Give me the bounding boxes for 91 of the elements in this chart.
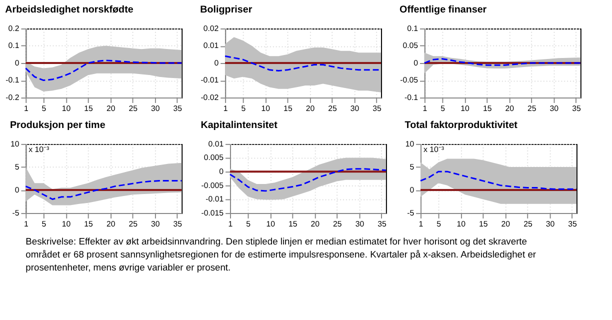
x-tick-label: 25 [328,104,338,113]
x-tick-label: 10 [266,219,276,228]
x-tick-label: 25 [128,104,138,113]
chart-title: Arbeidsledighet norskfødte [5,4,134,16]
x-tick-label: 20 [106,219,116,228]
x-tick-label: 35 [378,219,387,228]
y-tick-label: 0.05 [402,41,419,50]
x-tick-label: 1 [223,104,228,113]
y-tick-label: -0.05 [400,76,419,85]
x-tick-label: 35 [568,219,578,228]
chart-title: Produksjon per time [10,120,106,132]
x-tick-label: 5 [440,104,446,113]
y-tick-label: 0.1 [8,41,20,50]
y-tick-label: 0.01 [203,41,219,50]
y-tick-label: -0.1 [6,76,20,85]
x-tick-label: 20 [106,104,116,113]
x-tick-label: 10 [456,219,466,228]
x-tick-label: 1 [228,219,233,228]
y-tick-label: 5 [14,162,20,172]
x-tick-label: 25 [528,104,537,113]
y-tick-label: 0 [214,58,220,68]
y-tick-label: -0.01 [206,194,224,204]
x-tick-label: 20 [306,104,316,113]
y-tick-label: 0 [14,185,20,194]
annotation: x 10⁻³ [28,144,50,154]
line-series [24,180,182,200]
x-tick-label: 15 [479,219,488,228]
y-tick-label: 0 [219,167,224,176]
y-tick-label: -0.02 [200,93,219,102]
x-tick-label: 1 [418,219,424,228]
x-tick-label: 5 [241,104,246,113]
y-tick-label: 10 [405,139,415,148]
text: Beskrivelse: Effekter av økt arbeidsinnvandring. Den stiplede linjen er median estimatet for hver horisont og det skraverte området er 68 prosent sannsynlighetsregionen for de estimerte impulsresponsene. Kvartaler på x-aksen. Arbeidsledighet er prosentenheter, mens øvrige variabler er prosent. [26,236,536,272]
x-tick-label: 20 [505,104,515,113]
x-tick-label: 25 [333,219,342,228]
y-tick-label: 0 [414,58,419,68]
x-tick-label: 30 [550,104,560,113]
line-series [424,58,582,66]
line-series [24,60,182,82]
x-tick-label: 30 [350,104,360,113]
y-tick-label: 0.01 [208,139,224,148]
x-tick-label: 15 [84,104,94,113]
y-tick-label: 10 [10,139,20,148]
y-tick-label: -0.1 [404,93,418,102]
y-tick-label: 0.2 [8,24,20,33]
x-tick-label: 30 [151,104,160,113]
x-tick-label: 35 [173,104,183,113]
y-tick-label: 0 [14,58,20,68]
y-tick-label: -0.005 [201,180,224,190]
x-tick-label: 35 [372,104,382,113]
x-tick-label: 10 [261,104,271,113]
x-tick-label: 1 [422,104,428,113]
x-tick-label: 15 [288,219,298,228]
y-tick-label: -5 [407,208,415,218]
x-tick-label: 25 [524,219,533,228]
y-tick-label: 0 [410,185,415,194]
line-series [229,168,387,192]
line-series [420,170,578,190]
chart-title: Boligpriser [200,4,252,16]
x-tick-label: 15 [482,104,492,113]
x-tick-label: 1 [24,219,28,228]
y-tick-label: -5 [12,208,20,218]
x-tick-label: 30 [546,219,556,228]
chart-title: Kapitalintensitet [200,120,278,132]
y-tick-label: 0.005 [204,153,224,162]
y-tick-label: -0.015 [201,208,224,218]
x-tick-label: 25 [128,219,138,228]
x-tick-label: 20 [501,219,511,228]
chart-title: Offentlige finanser [400,4,487,16]
y-tick-label: 0.1 [407,24,418,33]
x-tick-label: 35 [572,104,582,113]
x-tick-label: 10 [62,104,72,113]
y-tick-label: -0.2 [6,93,20,102]
x-tick-label: 5 [42,104,47,113]
annotation: x 10⁻³ [423,144,444,154]
y-tick-label: -0.01 [200,76,219,85]
x-tick-label: 1 [24,104,28,113]
x-tick-label: 30 [151,219,160,228]
x-tick-label: 10 [62,219,72,228]
x-tick-label: 5 [246,219,252,228]
chart-title: Total faktorproduktivitet [404,120,518,132]
x-tick-label: 5 [42,219,47,228]
x-tick-label: 30 [355,219,365,228]
x-tick-label: 5 [436,219,442,228]
y-tick-label: 0.02 [203,24,219,33]
x-tick-label: 15 [284,104,293,113]
x-tick-label: 15 [84,219,94,228]
x-tick-label: 20 [310,219,320,228]
x-tick-label: 35 [173,219,183,228]
x-tick-label: 10 [460,104,470,113]
y-tick-label: 5 [410,162,415,172]
